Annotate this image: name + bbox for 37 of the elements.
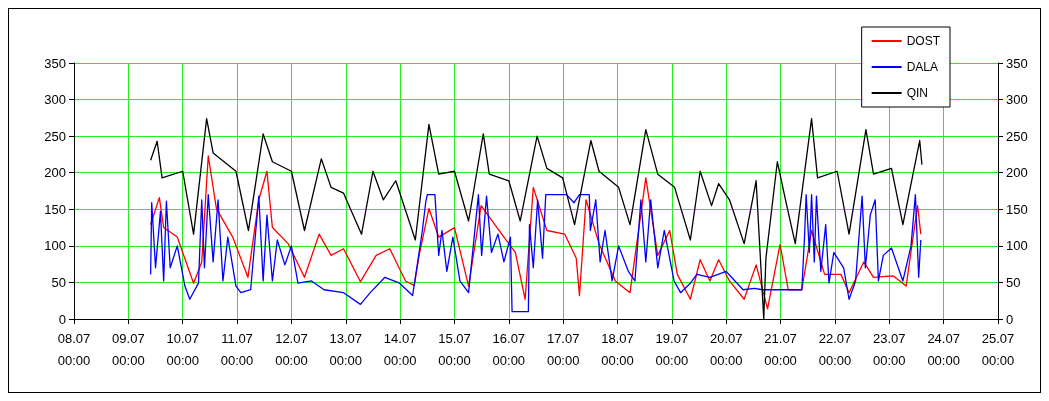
y-tick-label: 150 [44,201,66,217]
x-tick-label: 25.07 00:00 [981,330,1015,368]
y-tick-label: 100 [44,238,66,254]
y2-tick-label: 150 [1006,201,1028,217]
x-tick-label: 08.07 00:00 [57,330,91,368]
x-tick-label: 18.07 00:00 [601,330,634,368]
x-tick-label: 14.07 00:00 [383,330,417,368]
x-tick-label: 23.07 00:00 [873,330,906,368]
x-tick-label: 15.07 00:00 [438,330,471,368]
x-tick-label: 16.07 00:00 [492,330,526,368]
y-tick-label: 250 [44,128,66,144]
legend-label: DOST [906,34,941,48]
y2-tick-label: 100 [1006,238,1028,254]
x-tick-label: 20.07 00:00 [709,330,743,368]
x-tick-label: 17.07 00:00 [546,330,580,368]
x-tick-label: 10.07 00:00 [166,330,199,368]
y2-tick-label: 0 [1006,311,1014,327]
x-tick-label: 12.07 00:00 [275,330,308,368]
x-tick-label: 11.07 00:00 [220,330,254,368]
y-tick-label: 200 [44,165,66,181]
y2-tick-label: 200 [1006,165,1028,181]
x-tick-label: 09.07 00:00 [112,330,145,368]
x-tick-label: 24.07 00:00 [927,330,960,368]
x-tick-label: 21.07 00:00 [764,330,797,368]
y-tick-label: 350 [44,55,66,71]
legend-label: QIN [906,86,929,100]
y-tick-label: 50 [51,274,66,290]
y2-tick-label: 350 [1006,55,1028,71]
x-tick-label: 13.07 00:00 [329,330,363,368]
y2-tick-label: 300 [1006,92,1028,108]
y2-tick-label: 50 [1006,274,1021,290]
x-tick-label: 19.07 00:00 [655,330,689,368]
x-tick-label: 22.07 00:00 [818,330,852,368]
legend-label: DALA [906,60,939,74]
y2-tick-label: 250 [1006,128,1028,144]
y-tick-label: 0 [58,311,66,327]
y-tick-label: 300 [44,92,66,108]
